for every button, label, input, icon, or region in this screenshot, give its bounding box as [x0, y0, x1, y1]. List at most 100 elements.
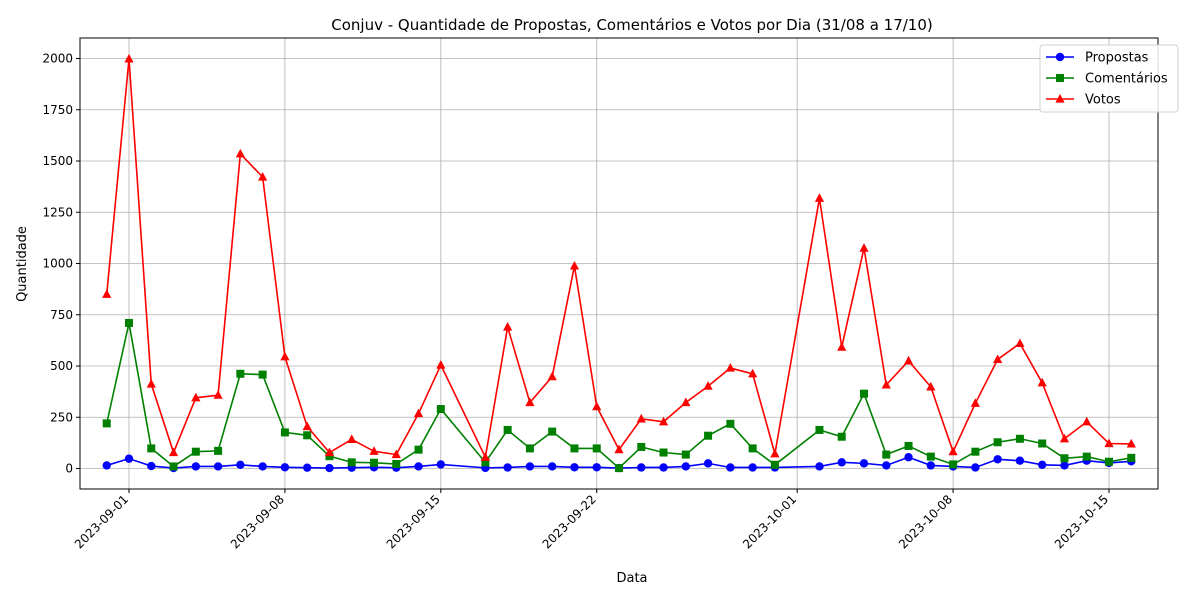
data-point-votos — [436, 359, 446, 369]
data-point-comentarios — [815, 425, 824, 434]
y-tick-label: 2000 — [42, 52, 73, 66]
x-axis-label: Data — [616, 571, 647, 586]
data-point-propostas — [748, 463, 757, 472]
data-point-propostas — [1015, 456, 1025, 465]
legend-label-propostas: Propostas — [1085, 51, 1149, 66]
data-point-propostas — [1037, 460, 1047, 470]
data-point-comentarios — [592, 444, 601, 453]
data-point-comentarios — [1127, 453, 1136, 462]
x-tick-label: 2023-09-22 — [540, 492, 599, 551]
data-point-votos — [993, 354, 1003, 364]
data-point-propostas — [904, 453, 913, 462]
data-point-propostas — [302, 463, 312, 472]
data-point-comentarios — [548, 427, 557, 436]
y-tick-label: 1500 — [42, 154, 73, 168]
y-tick-label: 250 — [50, 410, 73, 424]
data-point-propostas — [726, 463, 735, 472]
grid — [80, 38, 1158, 489]
data-point-comentarios — [280, 428, 289, 437]
data-point-propostas — [971, 463, 980, 472]
data-point-comentarios — [637, 442, 646, 451]
data-point-votos — [948, 446, 958, 456]
data-point-propostas — [1060, 461, 1069, 470]
data-point-propostas — [258, 462, 267, 471]
data-point-comentarios — [102, 419, 111, 428]
data-point-propostas — [681, 462, 691, 471]
data-point-votos — [1015, 338, 1025, 348]
legend-marker-votos — [1055, 94, 1065, 103]
data-point-votos — [748, 368, 758, 378]
data-point-propostas — [926, 461, 936, 470]
data-point-propostas — [815, 462, 824, 471]
y-tick-label: 1250 — [42, 205, 73, 219]
data-point-votos — [569, 260, 580, 270]
data-point-propostas — [102, 461, 111, 470]
y-axis-label: Quantidade — [15, 226, 30, 302]
x-tick-label: 2023-10-08 — [896, 492, 955, 551]
legend-label-comentarios: Comentários — [1085, 72, 1168, 87]
data-point-votos — [258, 171, 268, 181]
data-point-comentarios — [770, 460, 779, 469]
data-point-votos — [191, 392, 201, 402]
data-point-votos — [124, 53, 134, 63]
data-point-votos — [213, 390, 223, 399]
data-point-comentarios — [882, 450, 891, 459]
data-point-votos — [168, 447, 179, 457]
data-point-comentarios — [191, 447, 200, 456]
y-tick-label: 750 — [50, 308, 73, 322]
data-point-propostas — [570, 463, 579, 472]
chart-title: Conjuv - Quantidade de Propostas, Coment… — [331, 16, 932, 34]
data-point-propostas — [147, 461, 156, 471]
data-point-votos — [1037, 377, 1047, 387]
data-point-propostas — [191, 462, 201, 471]
x-tick-label: 2023-09-15 — [384, 492, 443, 551]
data-point-propostas — [414, 462, 423, 471]
data-point-votos — [1126, 438, 1136, 448]
data-point-comentarios — [971, 447, 980, 456]
series-comentarios — [102, 318, 1136, 473]
data-point-comentarios — [704, 431, 713, 440]
data-point-votos — [413, 408, 424, 418]
series-votos — [102, 53, 1136, 461]
data-point-comentarios — [570, 444, 579, 453]
ticks: 0 250 500 750 1000 1250 1500 1750 2000 2023-09-01… — [42, 52, 1111, 552]
data-point-votos — [592, 401, 602, 411]
data-point-votos — [102, 289, 112, 298]
data-point-propostas — [993, 455, 1002, 464]
data-point-propostas — [882, 461, 891, 470]
data-point-votos — [480, 452, 490, 461]
data-point-propostas — [637, 463, 646, 472]
y-tick-label: 0 — [65, 462, 73, 476]
x-tick-label: 2023-10-01 — [740, 492, 799, 551]
y-tick-label: 1750 — [42, 103, 73, 117]
data-point-comentarios — [392, 459, 401, 468]
data-point-comentarios — [1082, 452, 1091, 461]
x-tick-label: 2023-09-01 — [72, 492, 131, 551]
data-point-votos — [881, 379, 891, 389]
series-layer — [102, 53, 1136, 473]
data-point-comentarios — [370, 458, 378, 467]
data-point-comentarios — [949, 460, 958, 469]
data-point-votos — [970, 398, 980, 407]
data-point-comentarios — [481, 458, 490, 467]
data-point-votos — [347, 434, 357, 443]
data-point-votos — [770, 448, 780, 458]
data-point-propostas — [837, 458, 846, 467]
data-point-votos — [146, 379, 156, 388]
data-point-propostas — [436, 460, 446, 469]
data-point-comentarios — [236, 369, 245, 378]
data-point-comentarios — [615, 464, 623, 473]
data-point-comentarios — [926, 452, 935, 461]
data-point-propostas — [659, 463, 668, 472]
data-point-votos — [525, 397, 535, 407]
data-point-comentarios — [147, 444, 156, 453]
data-point-votos — [614, 444, 624, 454]
data-point-comentarios — [1038, 439, 1047, 448]
data-point-votos — [658, 416, 669, 426]
x-tick-label: 2023-09-08 — [228, 492, 287, 551]
y-tick-label: 500 — [50, 359, 73, 373]
data-point-propostas — [592, 463, 601, 472]
data-point-votos — [302, 421, 312, 431]
data-point-votos — [681, 397, 691, 407]
